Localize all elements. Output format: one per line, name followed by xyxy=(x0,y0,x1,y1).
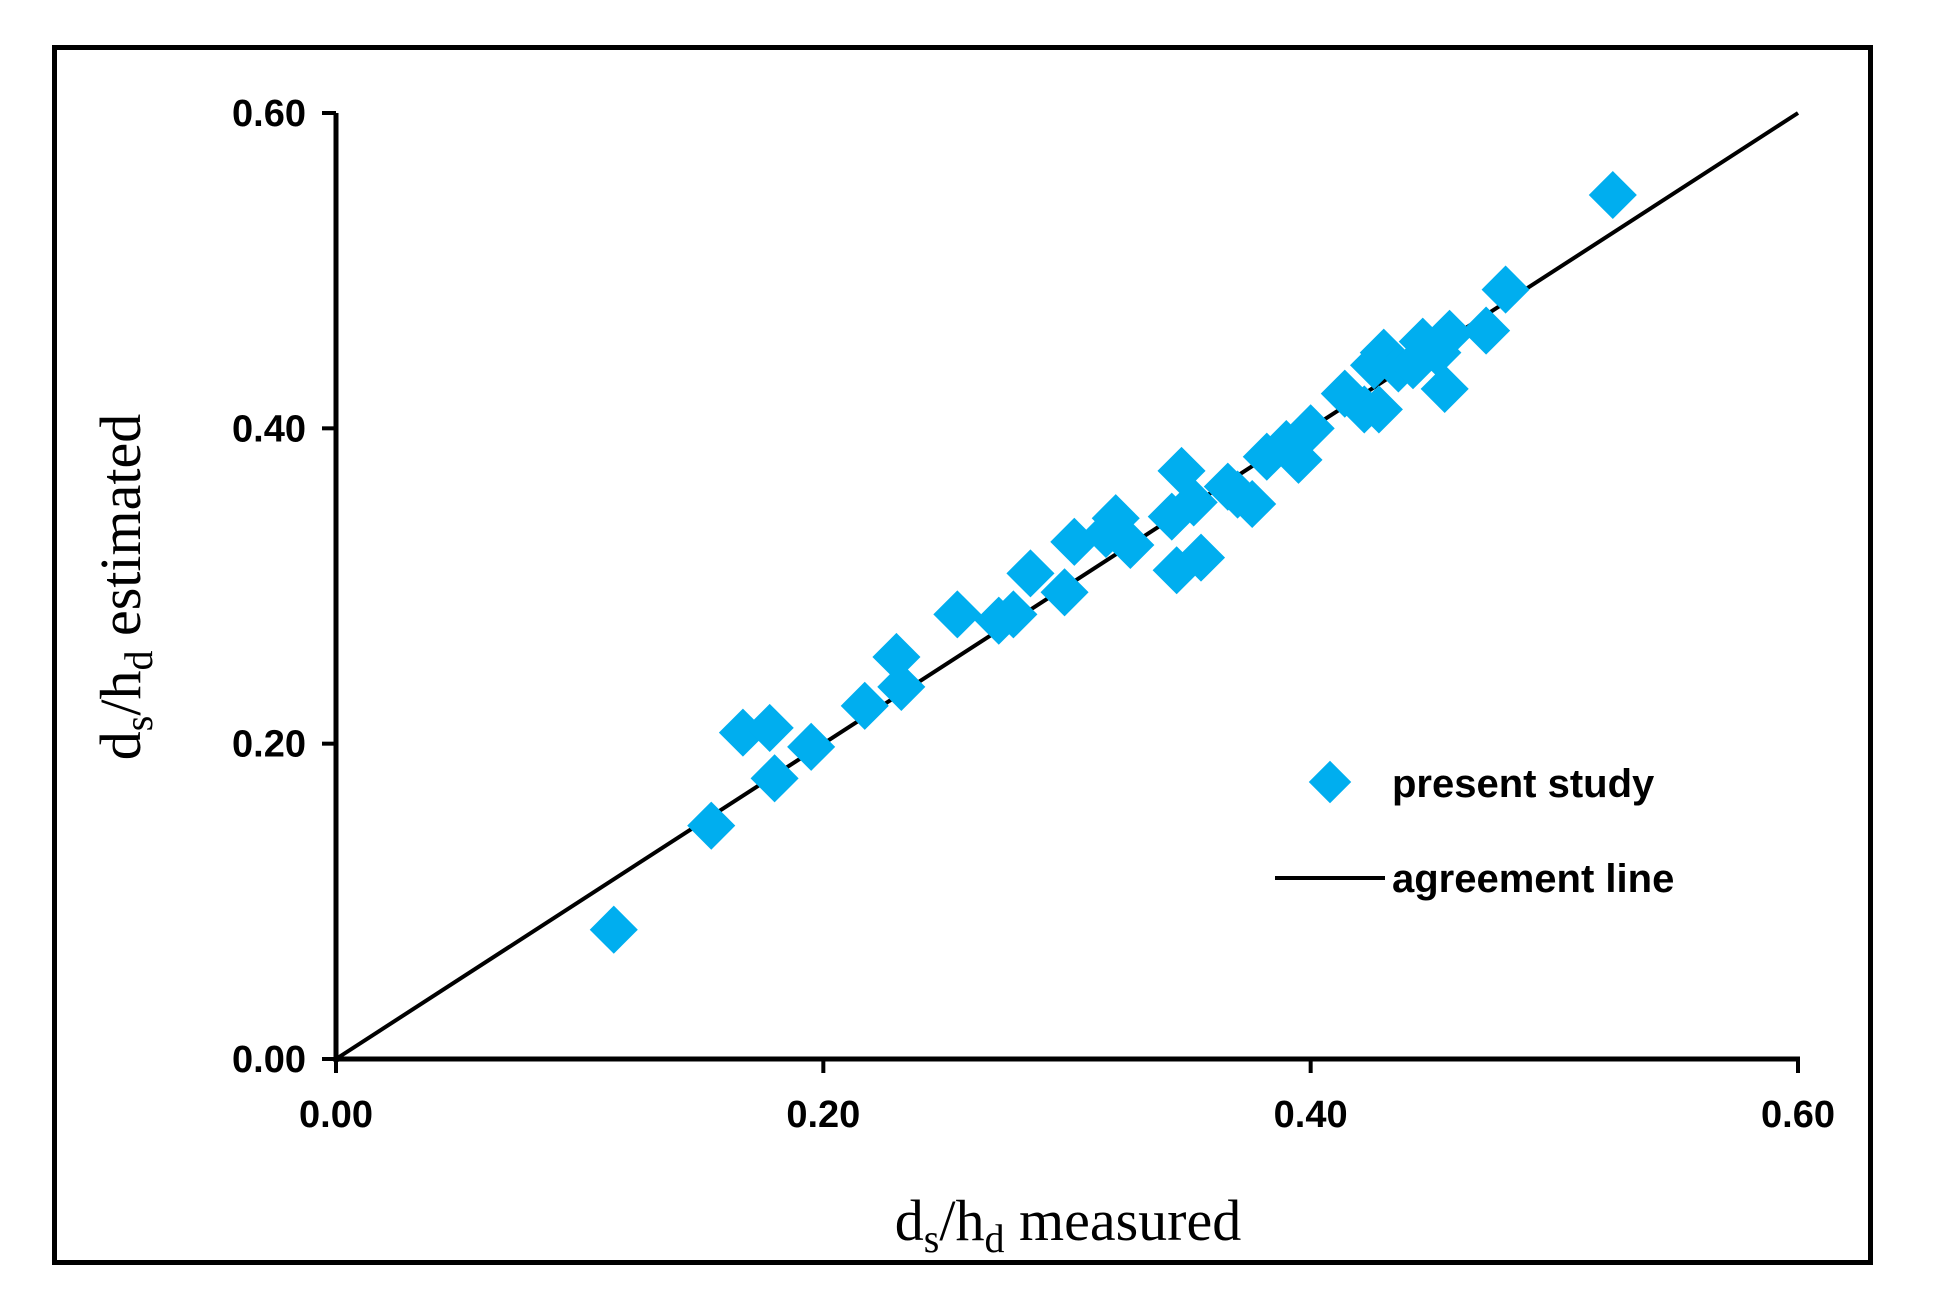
axis-ticks: 0.00 0.20 0.40 0.60 0.00 0.20 0.40 0.60 xyxy=(232,93,1835,1136)
x-tick-label: 0.40 xyxy=(1274,1094,1348,1136)
y-axis-title: ds/hd estimated xyxy=(88,414,161,760)
y-tick-label: 0.60 xyxy=(232,93,306,135)
data-point-8 xyxy=(872,632,921,681)
legend-marker-present-study xyxy=(1308,760,1352,804)
y-tick-label: 0.20 xyxy=(232,724,306,766)
data-point-6 xyxy=(787,722,836,771)
legend-label-present-study: present study xyxy=(1392,762,1655,806)
x-tick-label: 0.20 xyxy=(786,1094,860,1136)
data-point-7 xyxy=(840,681,889,730)
x-tick-label: 0.00 xyxy=(299,1094,373,1136)
y-tick-label: 0.00 xyxy=(232,1039,306,1081)
data-point-5 xyxy=(750,754,799,803)
data-point-4 xyxy=(745,703,794,752)
data-point-2 xyxy=(687,801,736,850)
x-axis-title: ds/hd measured xyxy=(895,1188,1241,1261)
x-tick-label: 0.60 xyxy=(1761,1094,1835,1136)
data-point-10 xyxy=(933,590,982,639)
data-point-44 xyxy=(1588,170,1637,220)
data-point-9 xyxy=(877,662,926,711)
legend-label-agreement-line: agreement line xyxy=(1392,857,1674,901)
data-point-42 xyxy=(1462,306,1511,355)
legend: present study agreement line xyxy=(1275,760,1674,901)
plot-area xyxy=(334,111,1800,1061)
data-point-43 xyxy=(1481,265,1530,314)
data-point-1 xyxy=(589,905,638,954)
y-tick-label: 0.40 xyxy=(232,408,306,450)
